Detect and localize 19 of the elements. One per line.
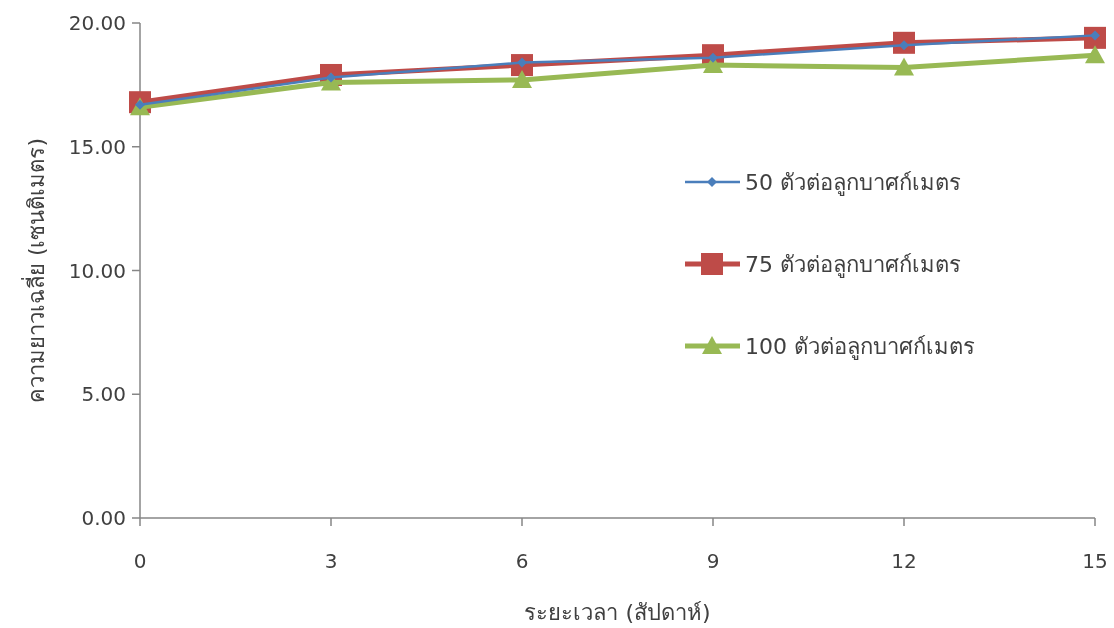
x-tick-label: 15 <box>1082 549 1108 573</box>
y-tick-label: 10.00 <box>68 258 126 283</box>
x-tick-label: 3 <box>324 549 338 573</box>
point <box>512 69 532 88</box>
legend-label: 75 ตัวต่อลูกบาศก์เมตร <box>745 252 961 278</box>
y-tick-label: 0.00 <box>81 506 126 530</box>
x-axis-title: ระยะเวลา (สัปดาห์) <box>524 600 711 625</box>
legend-label: 50 ตัวต่อลูกบาศก์เมตร <box>745 170 961 196</box>
y-axis-title: ความยาวเฉลี่ย (เซนติเมตร) <box>21 137 49 404</box>
legend-label: 100 ตัวต่อลูกบาศก์เมตร <box>745 334 975 360</box>
x-tick-label: 6 <box>515 549 529 573</box>
y-tick-label: 20.00 <box>68 11 126 35</box>
x-tick-label: 12 <box>891 549 917 573</box>
point <box>1085 45 1105 64</box>
y-tick-label: 5.00 <box>81 382 126 407</box>
x-tick-label: 9 <box>706 549 720 573</box>
y-tick-label: 15.00 <box>68 134 126 159</box>
point <box>894 57 914 76</box>
x-tick-label: 0 <box>133 549 147 573</box>
